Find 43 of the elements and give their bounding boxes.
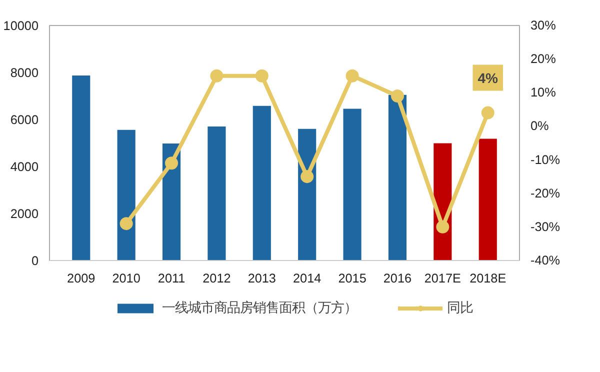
- point: [210, 69, 224, 82]
- x-tick-label: 2013: [248, 272, 276, 286]
- point: [481, 106, 494, 120]
- y2-tick-label: 30%: [530, 18, 556, 32]
- y-tick-label: 6000: [10, 113, 38, 127]
- y-tick-label: 4000: [10, 160, 38, 174]
- x-tick-label: 2017E: [424, 272, 461, 286]
- point: [300, 170, 314, 184]
- bar: [72, 76, 90, 260]
- x-tick-label: 2018E: [470, 272, 506, 286]
- point: [346, 69, 359, 82]
- x-tick-label: 2011: [158, 272, 186, 286]
- legend-label: 同比: [447, 300, 473, 317]
- x-tick-label: 2016: [383, 272, 412, 286]
- x-tick-label: 2014: [293, 272, 322, 286]
- y2-tick-label: -10%: [530, 152, 560, 167]
- bar: [343, 108, 362, 260]
- y2-tick-label: 10%: [530, 86, 556, 100]
- bar: [117, 130, 136, 260]
- y-tick-label: 0: [31, 254, 39, 268]
- x-tick-label: 2012: [202, 272, 231, 286]
- y2-tick-label: 20%: [530, 52, 556, 66]
- point: [165, 156, 178, 170]
- x-tick-label: 2009: [67, 272, 96, 286]
- y2-tick-label: -40%: [530, 254, 560, 268]
- y-tick-label: 8000: [10, 66, 38, 80]
- point: [255, 69, 268, 82]
- bar: [478, 138, 497, 260]
- bar: [388, 94, 407, 260]
- bar: [252, 106, 271, 260]
- point: [436, 220, 450, 234]
- y-tick-label: 10000: [3, 19, 39, 33]
- point: [390, 90, 404, 102]
- data-label: 4%: [478, 70, 499, 86]
- y2-tick-label: -30%: [530, 220, 560, 234]
- point: [120, 217, 133, 230]
- bar: [208, 126, 226, 260]
- y2-tick-label: -20%: [530, 186, 560, 200]
- legend-label: 一线城市商品房销售面积（万方）: [162, 300, 357, 317]
- x-tick-label: 2010: [112, 272, 140, 286]
- y2-tick-label: 0%: [530, 119, 549, 134]
- y-tick-label: 2000: [10, 207, 38, 221]
- x-tick-label: 2015: [338, 272, 366, 286]
